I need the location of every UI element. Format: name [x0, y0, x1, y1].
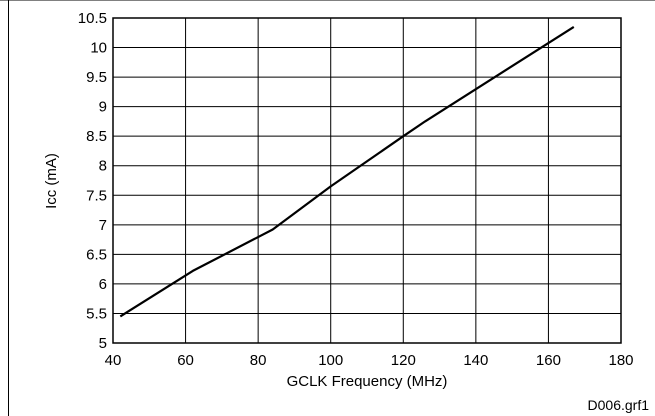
y-tick-label: 10 [90, 40, 107, 57]
x-tick-label: 100 [318, 352, 343, 369]
icc-series-line [119, 25, 575, 318]
y-tick-label: 8.5 [86, 128, 107, 145]
y-tick-label: 7.5 [86, 187, 107, 204]
y-tick-label: 7 [99, 217, 107, 234]
x-axis-title: GCLK Frequency (MHz) [287, 373, 448, 390]
figure-id-label: D006.grf1 [588, 397, 650, 413]
y-tick-label: 8 [99, 158, 107, 175]
y-tick-label: 10.5 [78, 10, 107, 27]
series-layer [119, 25, 575, 318]
x-tick-label: 60 [177, 352, 194, 369]
y-tick-label: 9.5 [86, 69, 107, 86]
y-tick-label: 6.5 [86, 246, 107, 263]
x-tick-label: 160 [536, 352, 561, 369]
y-tick-label: 6 [99, 276, 107, 293]
y-tick-label: 5.5 [86, 305, 107, 322]
y-tick-label: 9 [99, 99, 107, 116]
x-tick-labels: 40 60 80 100 120 140 160 180 [105, 352, 634, 369]
plot-area [112, 17, 622, 344]
x-tick-label: 180 [608, 352, 633, 369]
x-tick-label: 120 [391, 352, 416, 369]
x-tick-label: 80 [250, 352, 267, 369]
y-tick-labels: 5 5.5 6 6.5 7 7.5 8 8.5 9 9.5 10 10.5 [78, 10, 107, 352]
x-tick-label: 40 [105, 352, 122, 369]
x-tick-label: 140 [463, 352, 488, 369]
grid-lines [113, 18, 621, 343]
y-axis-title: Icc (mA) [43, 153, 60, 209]
y-tick-label: 5 [99, 335, 107, 352]
